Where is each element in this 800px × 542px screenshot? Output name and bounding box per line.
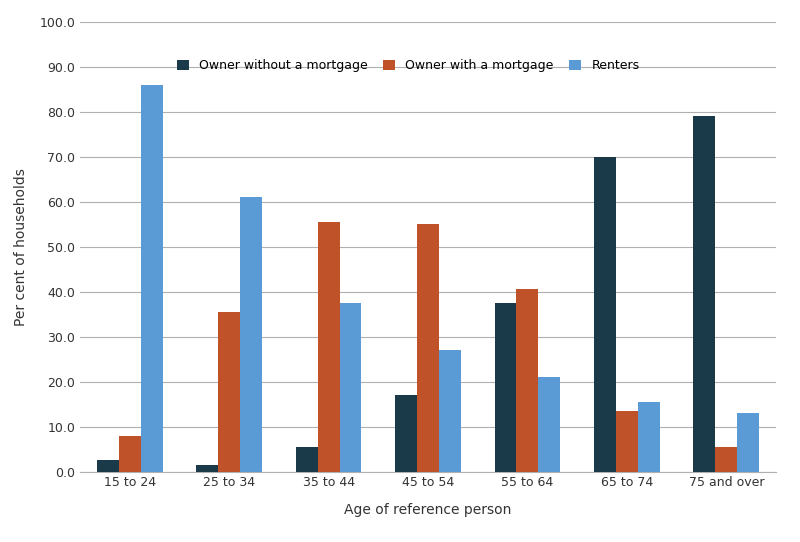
Bar — [296, 447, 318, 472]
X-axis label: Age of reference person: Age of reference person — [344, 504, 512, 517]
Bar — [196, 465, 218, 472]
Bar — [538, 377, 560, 472]
Bar — [439, 350, 461, 472]
Bar — [318, 222, 339, 472]
Bar — [339, 303, 362, 472]
Y-axis label: Per cent of households: Per cent of households — [14, 167, 28, 326]
Bar — [738, 413, 759, 472]
Bar — [141, 85, 162, 472]
Bar — [395, 395, 417, 472]
Bar — [240, 197, 262, 472]
Bar — [517, 289, 538, 472]
Bar — [417, 224, 439, 472]
Bar — [594, 157, 616, 472]
Bar — [715, 447, 738, 472]
Bar — [218, 312, 240, 472]
Bar — [638, 402, 660, 472]
Bar — [494, 303, 517, 472]
Bar — [118, 436, 141, 472]
Bar — [616, 411, 638, 472]
Legend: Owner without a mortgage, Owner with a mortgage, Renters: Owner without a mortgage, Owner with a m… — [177, 60, 639, 73]
Bar — [97, 460, 118, 472]
Bar — [694, 116, 715, 472]
